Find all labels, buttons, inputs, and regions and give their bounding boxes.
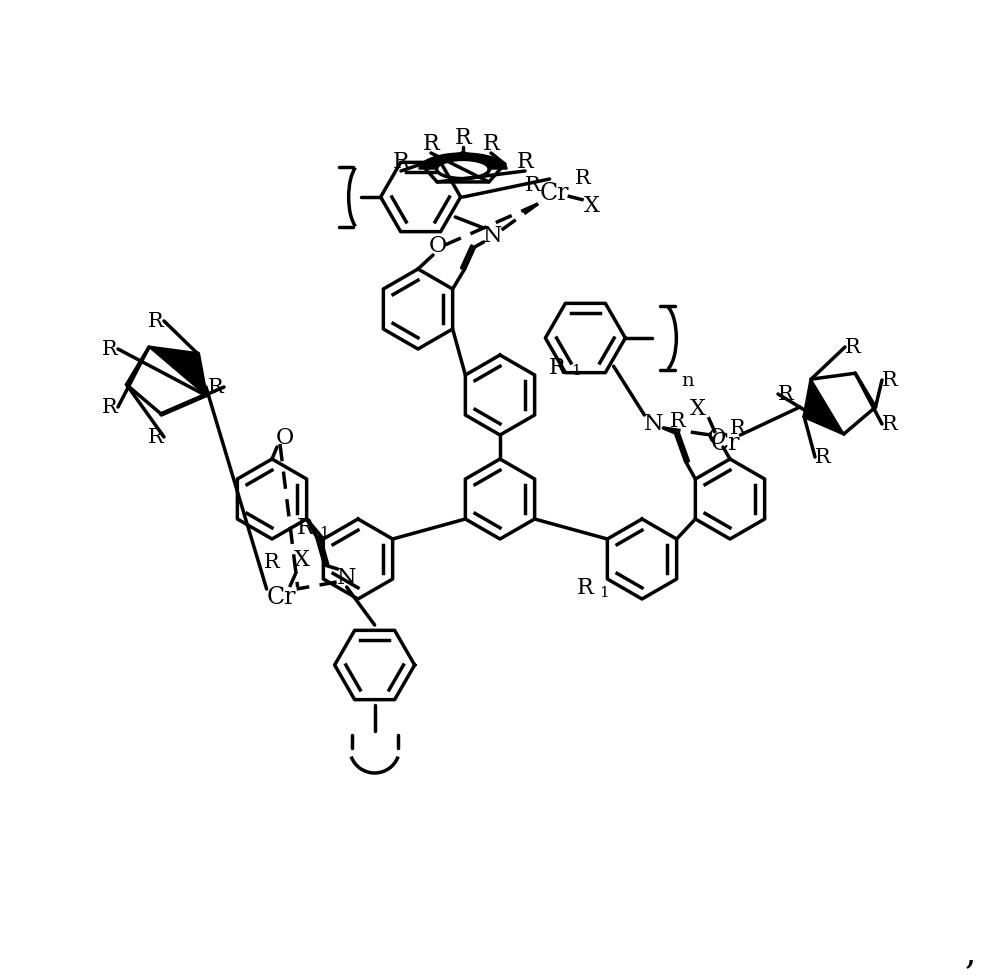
- Text: R: R: [102, 340, 118, 360]
- Text: N: N: [483, 225, 502, 247]
- Text: 1: 1: [319, 526, 329, 539]
- Text: 1: 1: [571, 363, 580, 378]
- Text: R: R: [815, 448, 831, 467]
- Text: R: R: [208, 378, 224, 397]
- Text: R: R: [525, 176, 541, 195]
- Text: R: R: [729, 419, 745, 438]
- Text: 1: 1: [599, 585, 609, 599]
- Text: R: R: [102, 398, 118, 417]
- Text: X: X: [584, 194, 600, 217]
- Text: R: R: [778, 385, 794, 404]
- Text: O: O: [708, 427, 726, 448]
- Text: R: R: [148, 428, 164, 447]
- Text: R: R: [669, 412, 685, 431]
- Text: R: R: [575, 169, 591, 189]
- Text: R: R: [882, 415, 898, 434]
- Text: R: R: [517, 150, 533, 173]
- Text: Cr: Cr: [540, 183, 569, 205]
- Text: X: X: [689, 398, 705, 419]
- Text: O: O: [429, 234, 447, 257]
- Text: N: N: [644, 412, 663, 435]
- Text: R: R: [845, 338, 861, 358]
- Polygon shape: [419, 153, 507, 170]
- Text: n: n: [681, 371, 694, 390]
- Text: R: R: [264, 553, 280, 572]
- Text: R: R: [423, 133, 439, 154]
- Polygon shape: [149, 348, 205, 396]
- Polygon shape: [804, 380, 844, 435]
- Text: X: X: [294, 548, 310, 571]
- Text: R: R: [297, 517, 314, 538]
- Text: R: R: [548, 357, 565, 379]
- Text: ,: ,: [964, 935, 976, 969]
- Text: R: R: [455, 127, 471, 149]
- Text: R: R: [882, 371, 898, 390]
- Text: O: O: [276, 427, 294, 448]
- Text: Cr: Cr: [267, 586, 296, 609]
- Text: R: R: [483, 133, 499, 154]
- Text: R: R: [393, 150, 409, 173]
- Text: R: R: [148, 313, 164, 331]
- Text: R: R: [577, 576, 594, 598]
- Text: Cr: Cr: [711, 432, 740, 455]
- Text: N: N: [337, 567, 356, 588]
